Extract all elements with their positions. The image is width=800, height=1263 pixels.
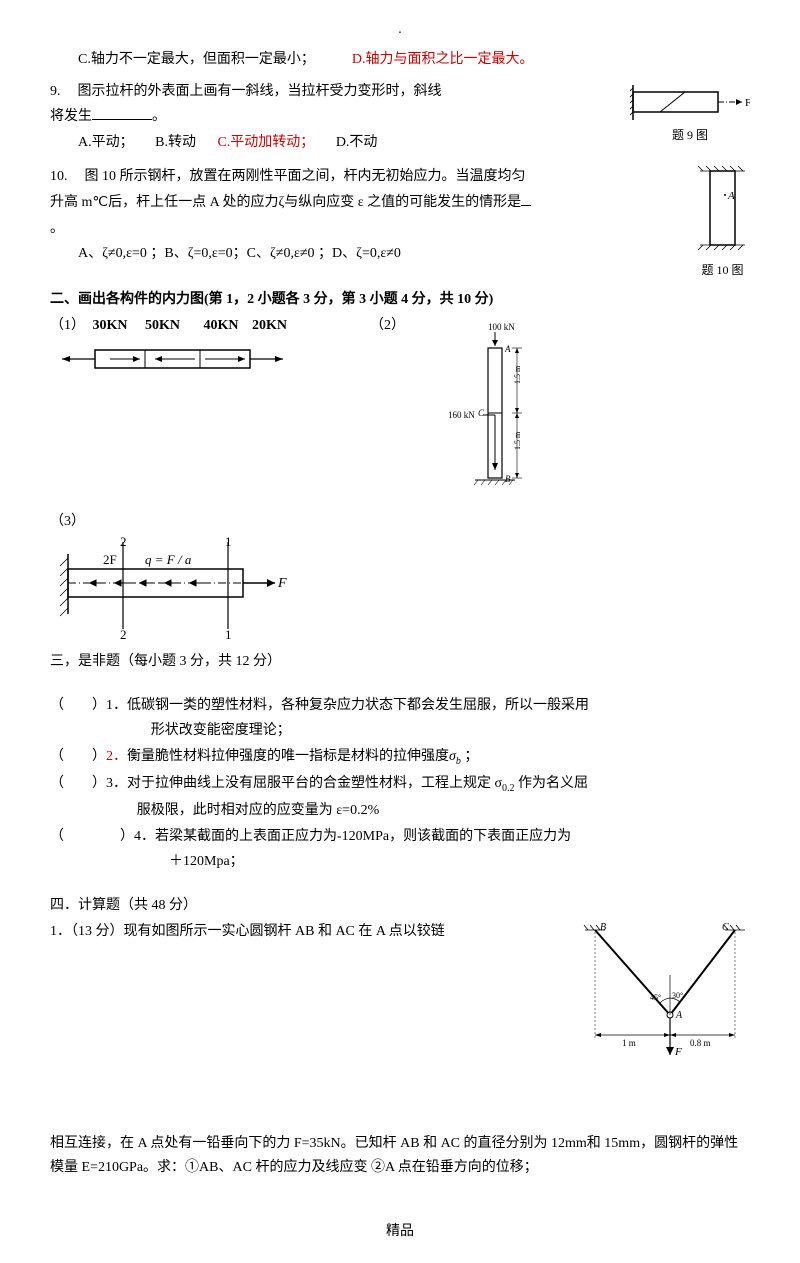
- sec3-i3-l2: 服极限，此时相对应的应变量为 ε=0.2%: [137, 799, 750, 823]
- sec2-p1: （1） 30KN 50KN 40KN 20KN: [50, 314, 330, 338]
- svg-text:1: 1: [225, 627, 232, 642]
- sec3-title: 三，是非题（每小题 3 分，共 12 分）: [50, 650, 750, 674]
- sec4-q1-body: 相互连接，在 A 点处有一铅垂向下的力 F=35kN。已知杆 AB 和 AC 的…: [50, 1132, 750, 1180]
- q10: A 题 10 图 10. 图 10 所示钢杆，放置在两刚性平面之间，杆内无初始应…: [50, 165, 750, 280]
- q9-text1: 图示拉杆的外表面上画有一斜线，当拉杆受力变形时，斜线: [78, 84, 442, 99]
- sec2-row1: （1） 30KN 50KN 40KN 20KN: [50, 314, 750, 490]
- sec4-q1: B C A 45° 30° F 1 m 0.8 m: [50, 920, 750, 1070]
- sec3-i3: （ ）3．对于拉伸曲线上没有屈服平台的合金塑性材料，工程上规定 σ0.2 作为名…: [50, 772, 750, 797]
- svg-text:A: A: [675, 1010, 683, 1021]
- q9-figure: F 题 9 图: [630, 80, 750, 145]
- q9: F 题 9 图 9. 图示拉杆的外表面上画有一斜线，当拉杆受力变形时，斜线 将发…: [50, 80, 750, 157]
- q9-d: D.不动: [336, 135, 378, 150]
- q10-figure: A 题 10 图: [695, 165, 750, 280]
- svg-text:q = F / a: q = F / a: [145, 552, 192, 567]
- svg-text:2F: 2F: [103, 552, 117, 567]
- q9-text2: 将发生: [50, 109, 92, 124]
- svg-text:1 m: 1 m: [622, 1038, 636, 1048]
- svg-text:C: C: [722, 922, 729, 933]
- sec2-title: 二、画出各构件的内力图(第 1，2 小题各 3 分，第 3 小题 4 分，共 1…: [50, 288, 750, 312]
- q10-opts: A、ζ≠0,ε=0 ；B、ζ=0,ε=0；C、ζ≠0,ε≠0 ；D、ζ=0,ε≠…: [78, 242, 750, 266]
- q9-b: B.转动: [155, 135, 196, 150]
- q8-opt-d: D.轴力与面积之比一定最大。: [352, 52, 534, 67]
- q9-c: C.平动加转动；: [217, 135, 314, 150]
- q9-a: A.平动；: [78, 135, 134, 150]
- sec3-i4: （ ）4．若梁某截面的上表面正应力为-120MPa，则该截面的下表面正应力为: [50, 825, 750, 849]
- q9-f: F: [745, 97, 750, 109]
- sec3-i4-l2: ＋120Mpa；: [169, 850, 750, 874]
- q10-num: 10.: [50, 169, 68, 184]
- q9-fig-caption: 题 9 图: [630, 125, 750, 145]
- svg-text:2: 2: [120, 627, 127, 642]
- sec3-i1: （ ）1．低碳钢一类的塑性材料，各种复杂应力状态下都会发生屈服，所以一般采用: [50, 694, 750, 718]
- q10-period: 。: [50, 221, 64, 236]
- sec3-i1-l2: 形状改变能密度理论；: [151, 719, 750, 743]
- sec3-i2: （ ）2．衡量脆性材料拉伸强度的唯一指标是材料的拉伸强度σb ；: [50, 745, 750, 770]
- q8-options: C.轴力不一定最大，但面积一定最小； D.轴力与面积之比一定最大。: [78, 48, 750, 72]
- svg-text:A: A: [727, 190, 735, 202]
- sec2-p3: （3）: [50, 514, 85, 529]
- q8-opt-c: C.轴力不一定最大，但面积一定最小；: [78, 52, 315, 67]
- svg-text:F: F: [277, 576, 287, 591]
- svg-text:1.5 m: 1.5 m: [513, 365, 522, 384]
- svg-text:100 kN: 100 kN: [488, 322, 515, 332]
- svg-text:30°: 30°: [672, 991, 683, 1000]
- svg-text:F: F: [674, 1046, 682, 1058]
- q10-fig-caption: 题 10 图: [695, 260, 750, 280]
- svg-text:A: A: [504, 344, 511, 354]
- sec2-fig1: [50, 338, 310, 388]
- q10-text2: 升高 m℃后，杆上任一点 A 处的应力ζ与纵向应变 ε 之值的可能发生的情形是: [50, 195, 521, 210]
- svg-text:1.5 m: 1.5 m: [513, 431, 522, 450]
- footer: 精品: [50, 1220, 750, 1244]
- svg-text:B: B: [600, 922, 606, 933]
- sec2-p2: （2）: [370, 318, 405, 333]
- sec2-fig2: 100 kN A C B 160 kN 1.5 m 1.5 m: [420, 320, 560, 490]
- q9-period: 。: [152, 109, 166, 124]
- svg-text:C: C: [478, 408, 485, 418]
- q9-num: 9.: [50, 84, 61, 99]
- q10-blank: [521, 191, 531, 206]
- q10-text1: 图 10 所示钢杆，放置在两刚性平面之间，杆内无初始应力。当温度均匀: [85, 169, 526, 184]
- svg-text:160 kN: 160 kN: [448, 410, 475, 420]
- sec2-fig3: 2 1 2F q = F / a F 2 1: [50, 534, 300, 644]
- sec2-fig3-wrap: （3） 2 1 2F q = F / a F 2 1: [50, 510, 750, 644]
- svg-text:45°: 45°: [650, 993, 661, 1002]
- svg-text:0.8 m: 0.8 m: [690, 1038, 711, 1048]
- q9-blank: [92, 105, 152, 120]
- sec4-title: 四．计算题（共 48 分）: [50, 894, 750, 918]
- page-dot: ·: [50, 22, 750, 46]
- sec4-fig: B C A 45° 30° F 1 m 0.8 m: [580, 920, 750, 1070]
- svg-text:B: B: [505, 474, 511, 484]
